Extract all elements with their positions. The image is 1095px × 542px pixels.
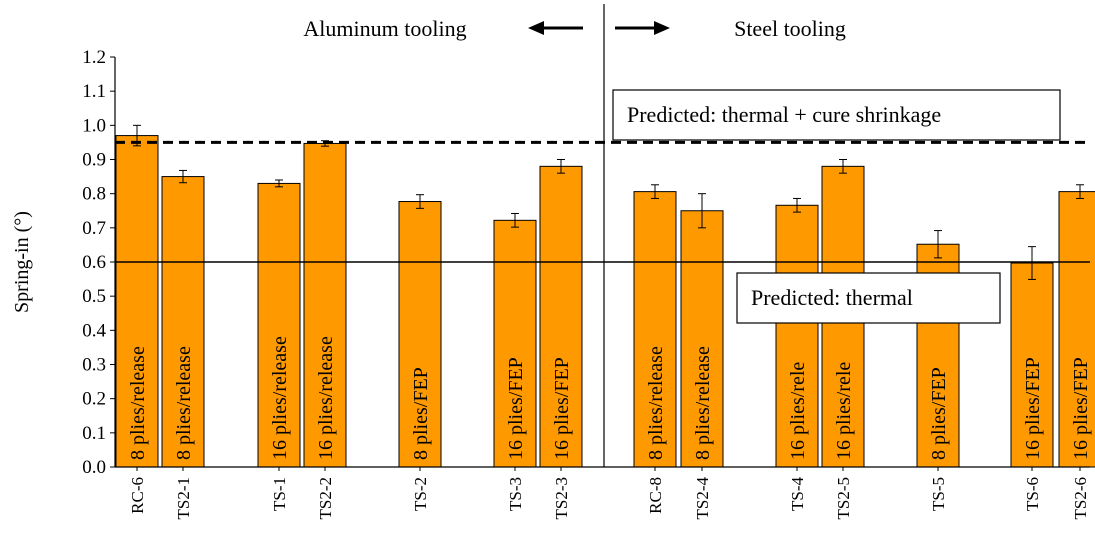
bar-label-TS-2: 8 plies/FEP [410,367,432,460]
bar-label-TS-1: 16 plies/release [269,336,291,460]
error-bar-TS-4 [793,197,801,213]
y-tick-label: 1.1 [82,81,106,102]
bar-label-TS-3: 16 plies/FEP [505,357,527,460]
x-category-label: TS2-6 [1071,477,1090,520]
annotation-box [736,272,1001,324]
error-bar-TS2-3 [557,159,565,174]
tooling-header: Aluminum tooling Steel tooling [303,16,846,41]
error-bar-TS2-5 [839,159,847,174]
y-tick-label: 0.3 [82,355,106,376]
y-tick-label: 0.1 [82,423,106,444]
left-arrow-icon [528,21,583,35]
y-tick-label: 1.2 [82,47,106,68]
error-bar-TS-3 [511,212,519,228]
y-axis-title: Spring-in (°) [11,211,33,313]
bar-TS2-3 [539,165,583,468]
y-tick-label: 0.7 [82,218,106,239]
y-tick-label: 0.0 [82,457,106,478]
bar-label-TS2-6: 16 plies/FEP [1070,357,1092,460]
bar-RC-6 [115,135,159,468]
right-arrow-icon [615,21,670,35]
bar-label-TS2-5: 16 plies/rele [833,362,855,460]
error-bar-TS-2 [416,194,424,209]
y-tick-label: 0.8 [82,184,106,205]
y-tick-label: 0.2 [82,389,106,410]
y-tick-label: 1.0 [82,115,106,136]
x-category-label: RC-6 [128,477,147,514]
x-category-label: TS-4 [788,477,807,512]
x-category-label: TS-5 [929,477,948,511]
x-category-label: TS2-4 [693,477,712,520]
svg-text:Spring-in (°): Spring-in (°) [11,211,33,313]
bar-label-TS-4: 16 plies/rele [787,362,809,460]
error-bar-TS2-6 [1076,184,1084,199]
bar-TS2-4 [680,210,724,468]
x-category-label: TS-1 [270,477,289,511]
x-category-label: TS2-2 [316,477,335,520]
x-category-label: RC-8 [646,477,665,514]
error-bar-RC-8 [651,184,659,199]
error-bar-TS-6 [1028,246,1036,280]
y-ticks-layer: 0.0 0.1 0.2 0.3 0.4 0.5 0.6 0.7 0.8 0.9 1.0 1.1 1.2 [82,47,115,478]
bar-TS-1 [257,182,301,468]
y-tick-label: 0.4 [82,320,106,341]
x-category-label: TS2-5 [834,477,853,520]
bar-label-TS2-4: 8 plies/release [692,346,714,460]
x-category-label: TS-2 [411,477,430,511]
reference-lines-layer [115,140,1090,263]
bar-TS-6 [1010,262,1054,468]
bar-RC-8 [633,191,677,468]
bars-layer: 8 plies/release 8 plies/release 16 plies/r… [115,135,1095,468]
annotation-box [612,89,1061,141]
x-category-labels-layer: RC-6 TS2-1 TS-1 TS2-2 TS-2 TS-3 TS2-3 RC-8 TS2-4… [128,467,1090,520]
error-bar-TS2-1 [179,169,187,184]
annotation-text: Predicted: thermal [751,285,913,310]
aluminum-tooling-label: Aluminum tooling [303,16,466,41]
y-tick-label: 0.6 [82,252,106,273]
error-bar-TS-1 [275,179,283,188]
annotations-layer: Predicted: thermal + cure shrinkage Predi… [612,89,1061,324]
x-category-label: TS-6 [1023,477,1042,511]
x-category-label: TS2-3 [552,477,571,520]
bar-label-TS2-3: 16 plies/FEP [551,357,573,460]
annotation-text: Predicted: thermal + cure shrinkage [627,102,941,127]
bar-label-TS2-1: 8 plies/release [173,346,195,460]
error-bar-TS2-4 [698,193,706,229]
y-tick-label: 0.9 [82,150,106,171]
annotation-thermal-cure: Predicted: thermal + cure shrinkage [612,89,1061,141]
error-bar-TS-5 [934,230,942,259]
annotation-thermal: Predicted: thermal [736,272,1001,324]
bar-label-TS-5: 8 plies/FEP [928,367,950,460]
bar-TS2-1 [161,176,205,468]
steel-tooling-label: Steel tooling [734,16,846,41]
x-category-label: TS-3 [506,477,525,511]
y-tick-label: 0.5 [82,286,106,307]
bar-label-TS-6: 16 plies/FEP [1022,357,1044,460]
x-category-label: TS2-1 [174,477,193,520]
bar-label-RC-8: 8 plies/release [645,346,667,460]
bar-label-RC-6: 8 plies/release [127,346,149,460]
bar-label-TS2-2: 16 plies/release [315,336,337,460]
bar-TS2-2 [303,142,347,468]
